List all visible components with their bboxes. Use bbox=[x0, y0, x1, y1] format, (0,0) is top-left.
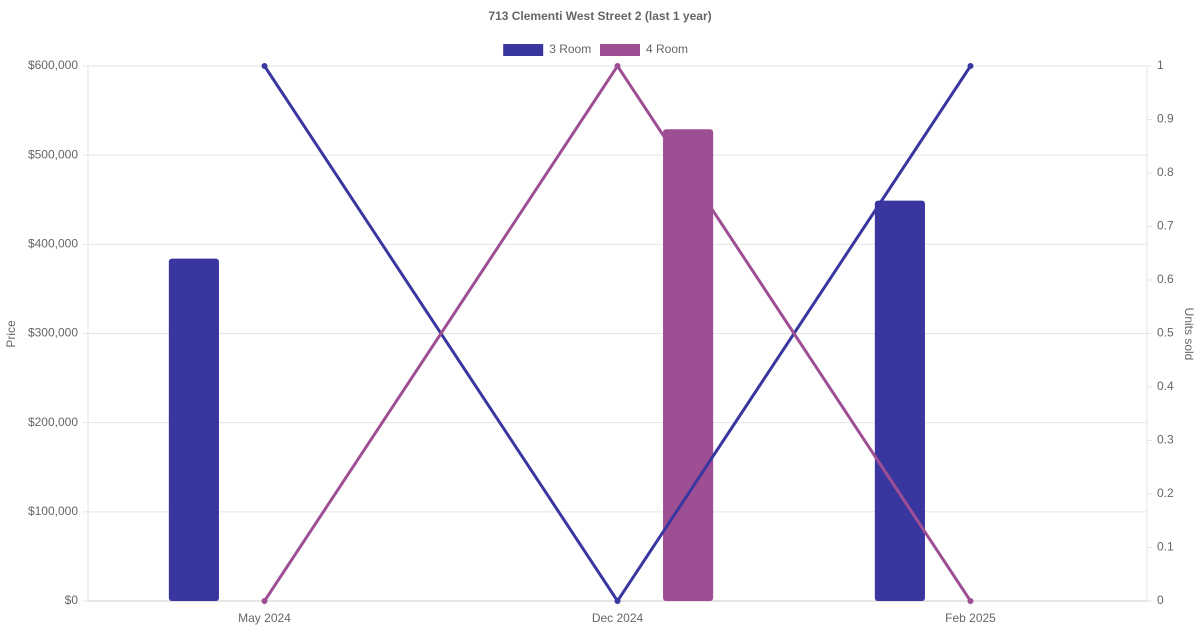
legend-swatch bbox=[503, 44, 544, 56]
chart-title: 713 Clementi West Street 2 (last 1 year) bbox=[488, 9, 711, 23]
bar bbox=[874, 200, 925, 601]
point bbox=[967, 63, 974, 69]
legend-label: 4 Room bbox=[646, 42, 688, 56]
x-tick-label: May 2024 bbox=[238, 611, 291, 625]
point bbox=[967, 598, 974, 604]
y2-tick-label: 0.3 bbox=[1157, 433, 1174, 447]
y-tick-label: $200,000 bbox=[28, 415, 78, 429]
y2-tick-label: 0.7 bbox=[1157, 219, 1174, 233]
y2-tick-label: 0.8 bbox=[1157, 165, 1174, 179]
y2-tick-label: 0.5 bbox=[1157, 326, 1174, 340]
y2-tick-label: 1 bbox=[1157, 58, 1164, 72]
bar bbox=[663, 129, 714, 601]
y2-tick-label: 0 bbox=[1157, 593, 1164, 607]
y-tick-label: $100,000 bbox=[28, 504, 78, 518]
x-tick-label: Feb 2025 bbox=[945, 611, 996, 625]
y-tick-label: $400,000 bbox=[28, 237, 78, 251]
y2-tick-label: 0.1 bbox=[1157, 540, 1174, 554]
y2-tick-label: 0.9 bbox=[1157, 112, 1174, 126]
y-tick-label: $300,000 bbox=[28, 326, 78, 340]
y2-tick-label: 0.2 bbox=[1157, 486, 1174, 500]
y2-tick-label: 0.6 bbox=[1157, 272, 1174, 286]
y-axis-label: Price bbox=[4, 320, 18, 348]
legend-label: 3 Room bbox=[549, 42, 591, 56]
x-tick-label: Dec 2024 bbox=[592, 611, 644, 625]
bar bbox=[168, 258, 219, 601]
y2-tick-label: 0.4 bbox=[1157, 379, 1174, 393]
point bbox=[261, 63, 268, 69]
point bbox=[614, 63, 621, 69]
y2-axis-label: Units sold bbox=[1182, 308, 1196, 361]
y-tick-label: $0 bbox=[65, 593, 79, 607]
y-tick-label: $500,000 bbox=[28, 147, 78, 161]
point bbox=[261, 598, 268, 604]
legend-swatch bbox=[600, 44, 640, 56]
point bbox=[614, 598, 621, 604]
y-tick-label: $600,000 bbox=[28, 58, 78, 72]
